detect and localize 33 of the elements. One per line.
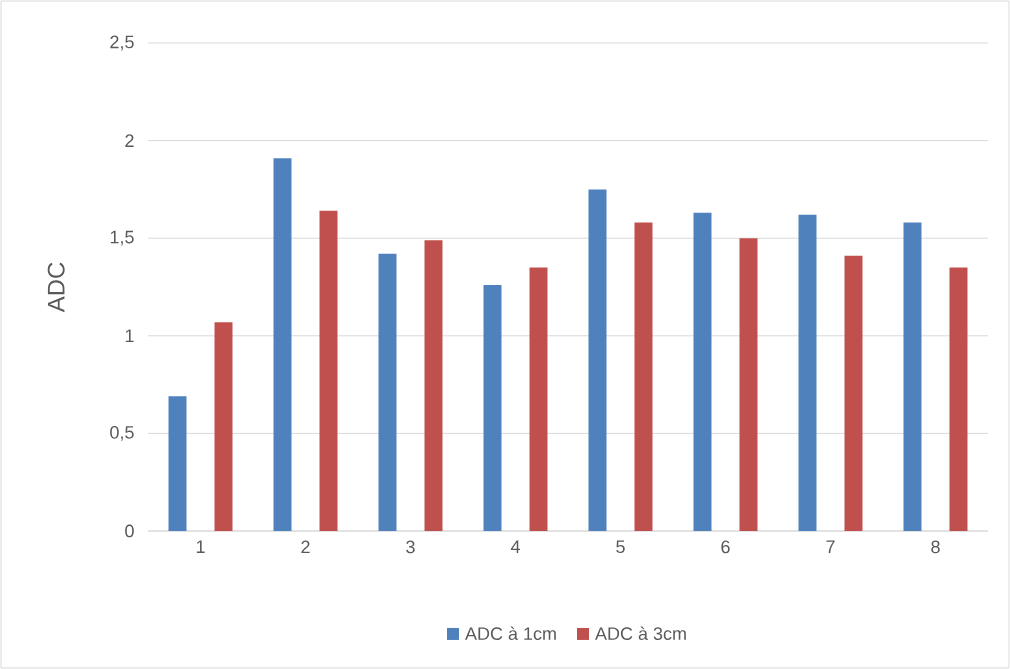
bar <box>529 267 548 531</box>
bar <box>424 240 443 531</box>
y-axis-title: ADC <box>47 262 65 313</box>
bar <box>168 396 187 531</box>
bar <box>693 212 712 531</box>
bar <box>739 238 758 531</box>
bar <box>273 158 292 531</box>
bar <box>483 285 502 531</box>
x-tick-label: 2 <box>301 540 310 554</box>
y-tick-label: 2 <box>125 134 134 147</box>
bar <box>949 267 968 531</box>
x-tick-label: 1 <box>196 540 205 553</box>
bar <box>798 214 817 531</box>
legend-label: ADC à 3cm <box>595 626 686 640</box>
x-tick-label: 4 <box>510 540 520 553</box>
bar <box>214 322 233 531</box>
bar <box>903 222 922 531</box>
legend-label: ADC à 1cm <box>465 626 556 640</box>
bar <box>634 222 653 531</box>
y-tick-label: 1 <box>125 329 134 342</box>
bar <box>319 210 338 531</box>
y-tick-label: 2,5 <box>110 35 134 51</box>
x-tick-label: 7 <box>826 540 835 553</box>
bar <box>844 255 863 531</box>
bar <box>588 189 607 531</box>
x-tick-label: 3 <box>406 540 415 554</box>
bar <box>378 253 397 531</box>
x-tick-label: 8 <box>931 540 940 554</box>
y-tick-label: 0 <box>125 524 134 538</box>
x-tick-label: 5 <box>616 540 625 554</box>
x-tick-label: 6 <box>721 540 730 554</box>
y-tick-label: 0,5 <box>110 425 134 441</box>
y-tick-label: 1,5 <box>110 230 134 246</box>
